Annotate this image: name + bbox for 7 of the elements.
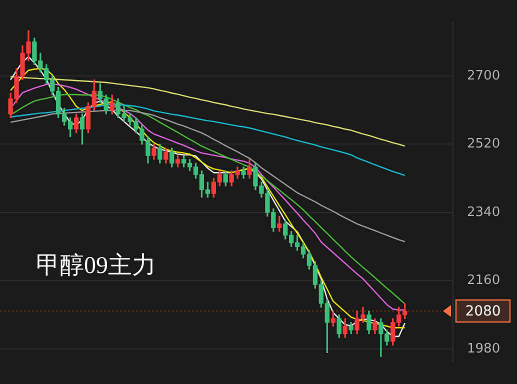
ref-line-label: 2080	[465, 304, 501, 320]
y-tick-label: 2160	[467, 273, 500, 288]
y-tick-label: 2700	[467, 68, 500, 84]
annotation: 甲醇09主力	[36, 252, 156, 280]
y-tick-label: 1980	[467, 341, 500, 356]
y-tick-label: 2340	[467, 204, 500, 220]
y-tick-label: 2520	[467, 136, 500, 152]
